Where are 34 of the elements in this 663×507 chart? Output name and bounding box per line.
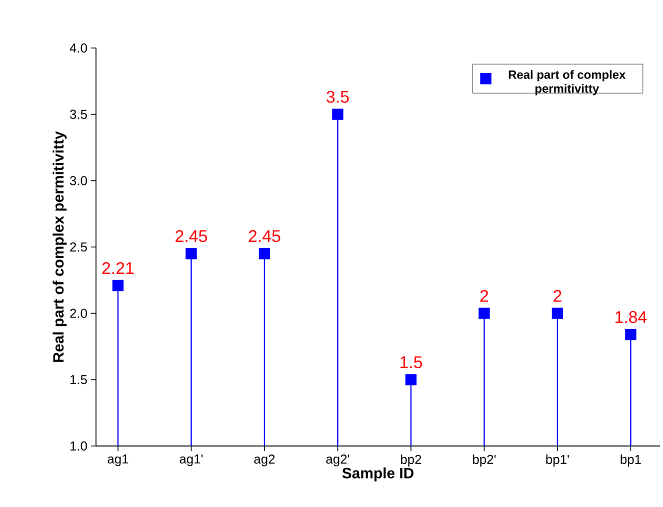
text: 2 (554, 290, 562, 302)
y-tick-label: 3.0 (70, 176, 87, 186)
point (186, 248, 197, 260)
x-axis-title: Sample ID (342, 467, 414, 482)
text: 2 (480, 290, 488, 302)
text: 2.45 (248, 230, 280, 242)
y-axis-title: Real part of complex permitivitty (52, 131, 67, 362)
y-tick-label: 2.5 (70, 242, 87, 252)
y-tick-label: 2.0 (70, 308, 87, 318)
point (552, 308, 564, 319)
y-tick-label: 4.0 (70, 43, 87, 53)
x-tick-label: ag2 (254, 454, 275, 466)
point (112, 280, 124, 292)
x-tick-label: bp1' (546, 454, 569, 467)
text: 1.84 (616, 311, 647, 324)
x-tick-label: ag1 (108, 454, 128, 466)
point (625, 328, 636, 340)
x-tick-label: bp2' (473, 454, 496, 467)
text: 2.21 (102, 262, 134, 274)
x-tick-label: ag2' (326, 454, 350, 466)
legend-label: Real part of complex permitivitty (508, 70, 626, 96)
y-tick-label: 1.5 (70, 375, 87, 384)
point (258, 248, 270, 260)
text: 1.5 (400, 356, 422, 368)
point (478, 308, 490, 319)
text: 2.45 (176, 230, 207, 242)
point (405, 374, 417, 386)
x-tick-label: bp1 (620, 454, 641, 467)
x-tick-label: ag1' (180, 454, 203, 466)
point (332, 108, 344, 120)
y-tick-label: 1.0 (70, 441, 87, 451)
text: 3.5 (326, 90, 349, 103)
x-tick-label: bp2 (400, 454, 422, 467)
y-tick-label: 3.5 (70, 110, 87, 119)
